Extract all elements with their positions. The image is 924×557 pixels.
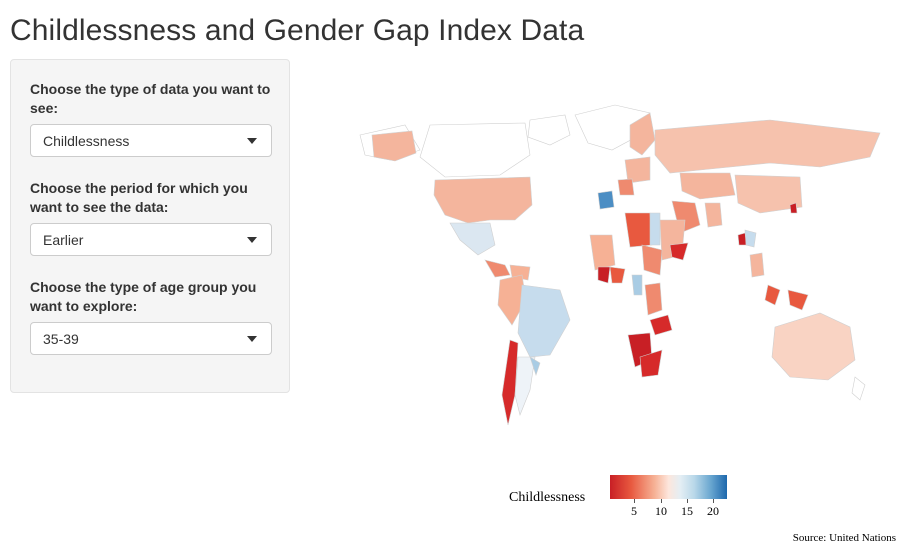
age-group-label: Choose the type of age group you want to… (30, 279, 257, 314)
data-type-label: Choose the type of data you want to see: (30, 81, 271, 116)
data-type-select[interactable]: Childlessness (30, 124, 272, 157)
map-country[interactable] (641, 244, 663, 276)
period-value: Earlier (43, 232, 84, 248)
map-country[interactable] (669, 242, 689, 261)
map-country[interactable] (649, 212, 661, 246)
map-country[interactable] (509, 264, 531, 281)
map-country[interactable] (744, 229, 757, 248)
map-country[interactable] (617, 178, 635, 196)
map-country[interactable] (649, 314, 673, 336)
map-country[interactable] (484, 259, 511, 278)
map-country[interactable] (749, 252, 765, 278)
caret-down-icon (247, 138, 257, 144)
page-title: Childlessness and Gender Gap Index Data (10, 14, 585, 47)
map-country[interactable] (639, 349, 663, 378)
legend-color-bar (610, 475, 727, 499)
legend-title: Childlessness (509, 490, 586, 505)
sidebar-panel: Choose the type of data you want to see:… (10, 59, 290, 393)
legend-tick (634, 499, 635, 503)
world-map[interactable] (350, 95, 910, 435)
period-label: Choose the period for which you want to … (30, 180, 248, 215)
map-country[interactable] (517, 284, 571, 358)
map-country[interactable] (851, 376, 866, 401)
map-country[interactable] (527, 114, 571, 146)
map-country[interactable] (644, 282, 663, 316)
map-country[interactable] (529, 356, 541, 376)
map-country[interactable] (764, 284, 781, 306)
map-country[interactable] (589, 234, 616, 271)
map-country[interactable] (597, 190, 615, 210)
caret-down-icon (247, 336, 257, 342)
legend-tick (713, 499, 714, 503)
map-country[interactable] (597, 266, 611, 284)
source-caption: Source: United Nations (792, 532, 896, 544)
map-country[interactable] (371, 130, 417, 162)
legend-tick (687, 499, 688, 503)
legend-tick-label: 20 (707, 504, 719, 518)
map-country[interactable] (631, 274, 643, 296)
map-country[interactable] (787, 289, 809, 311)
legend-tick-label: 5 (631, 504, 637, 518)
map-country[interactable] (514, 356, 536, 416)
legend-tick (661, 499, 662, 503)
map-country[interactable] (501, 339, 519, 426)
caret-down-icon (247, 237, 257, 243)
period-select[interactable]: Earlier (30, 223, 272, 256)
map-country[interactable] (629, 112, 656, 156)
map-country[interactable] (624, 212, 653, 248)
map-country[interactable] (624, 156, 651, 184)
map-country[interactable] (704, 202, 723, 228)
map-country[interactable] (609, 266, 626, 284)
map-country[interactable] (771, 312, 856, 381)
data-type-value: Childlessness (43, 133, 130, 149)
age-group-select[interactable]: 35-39 (30, 322, 272, 355)
map-country[interactable] (449, 222, 496, 256)
map-country[interactable] (419, 122, 531, 178)
legend-tick-label: 15 (681, 504, 693, 518)
map-country[interactable] (433, 176, 533, 224)
legend-tick-label: 10 (655, 504, 667, 518)
map-country[interactable] (734, 174, 803, 214)
map-country[interactable] (497, 274, 527, 326)
map-country[interactable] (679, 172, 736, 200)
age-group-value: 35-39 (43, 331, 79, 347)
map-country[interactable] (654, 119, 881, 174)
map-country[interactable] (789, 202, 798, 214)
